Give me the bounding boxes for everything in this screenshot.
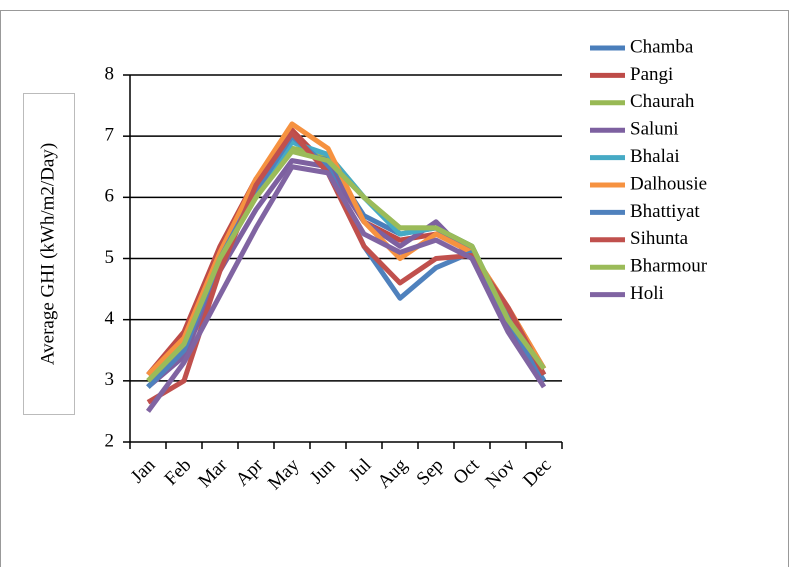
x-tick-label: May: [264, 454, 304, 494]
x-tick-label: Jul: [345, 455, 376, 486]
x-tick-label: Jan: [127, 454, 160, 487]
x-tick-label: Feb: [161, 455, 196, 490]
x-tick-label: Aug: [374, 454, 412, 492]
x-tick-label: Oct: [449, 454, 484, 489]
series-line: [145, 164, 547, 413]
x-tick-label: Sep: [413, 455, 448, 490]
series-line: [146, 121, 547, 377]
x-tick-label: Mar: [194, 454, 232, 492]
legend-label: Bharmour: [630, 256, 708, 277]
legend-label: Chamba: [630, 36, 694, 57]
y-axis-label: Average GHI (kWh/m2/Day): [37, 143, 58, 365]
legend-label: Sihunta: [630, 228, 689, 249]
legend-label: Saluni: [630, 119, 679, 140]
y-tick-label: 7: [105, 125, 115, 146]
y-tick-label: 8: [105, 63, 115, 84]
x-tick-label: Dec: [519, 455, 555, 491]
x-tick-label: Nov: [482, 454, 520, 492]
legend-label: Chaurah: [630, 91, 695, 112]
legend-label: Pangi: [630, 64, 673, 85]
y-tick-label: 6: [105, 186, 115, 207]
legend-label: Holi: [630, 283, 664, 304]
legend-label: Dalhousie: [630, 173, 707, 194]
legend-label: Bhattiyat: [630, 201, 700, 222]
series-line: [146, 127, 547, 377]
y-tick-label: 5: [105, 247, 115, 268]
legend-label: Bhalai: [630, 146, 680, 167]
x-tick-label: Apr: [232, 454, 268, 490]
y-tick-label: 3: [105, 369, 115, 390]
y-label-box: [23, 93, 75, 415]
series-line: [146, 148, 547, 383]
x-tick-label: Jun: [306, 454, 340, 488]
y-tick-label: 4: [105, 308, 115, 329]
y-tick-label: 2: [105, 430, 115, 451]
